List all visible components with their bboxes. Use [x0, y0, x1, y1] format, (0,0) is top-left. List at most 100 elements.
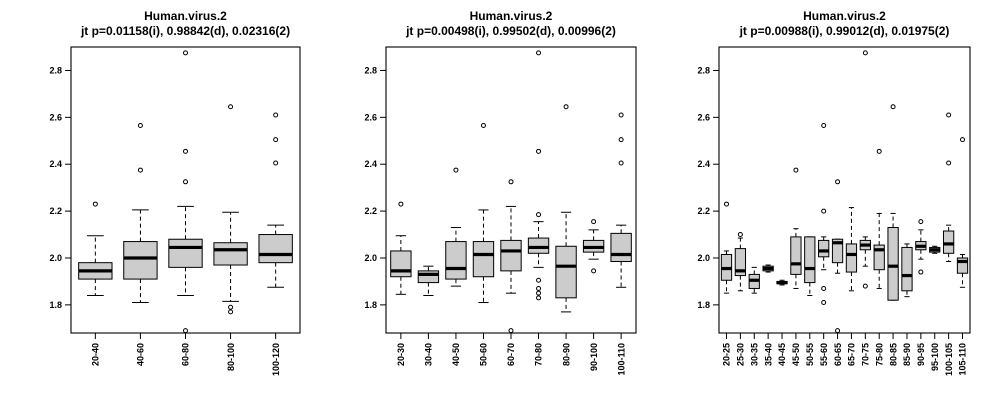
outlier-point: [137, 167, 143, 173]
outlier-point: [723, 201, 729, 207]
panel-3: Human.virus.2jt p=0.00988(i), 0.99012(d)…: [697, 9, 971, 376]
y-tick-label: 2.0: [697, 253, 710, 263]
outlier-point: [228, 104, 234, 110]
box-25-30: [734, 232, 747, 292]
box-rect: [734, 248, 747, 277]
outlier-point: [228, 304, 234, 310]
y-tick-label: 2.8: [364, 65, 377, 75]
box-rect: [472, 241, 495, 278]
box-rect: [887, 227, 899, 301]
outlier-point: [228, 309, 234, 315]
outlier-point: [876, 148, 882, 154]
outlier-point: [508, 179, 514, 185]
outlier-point: [536, 148, 542, 154]
outlier-point: [183, 328, 188, 334]
outlier-point: [835, 328, 841, 334]
y-tick-label: 2.4: [697, 159, 710, 169]
outlier-point: [946, 112, 952, 118]
x-tick-label: 100-105: [944, 343, 954, 376]
box-90-100: [582, 219, 605, 274]
outlier-point: [536, 212, 542, 218]
outlier-point: [536, 290, 542, 296]
x-tick-label: 45-50: [791, 343, 801, 366]
outlier-point: [918, 219, 924, 225]
box-70-75: [859, 50, 871, 289]
box-80-85: [887, 104, 899, 301]
box-rect: [258, 234, 293, 264]
box-rect: [873, 244, 885, 271]
outlier-point: [453, 167, 459, 173]
box-rect: [942, 230, 955, 254]
box-rect: [390, 250, 412, 278]
box-rect: [555, 245, 577, 299]
x-tick-label: 90-100: [589, 343, 599, 371]
outlier-point: [918, 269, 924, 275]
box-100-120: [258, 112, 293, 288]
y-tick-label: 2.6: [49, 112, 62, 122]
x-tick-label: 40-45: [777, 343, 787, 366]
outlier-point: [821, 208, 827, 214]
x-tick-label: 20-40: [91, 343, 101, 366]
y-tick-label: 1.8: [49, 300, 62, 310]
x-tick-label: 35-40: [763, 343, 773, 366]
box-80-100: [213, 104, 248, 315]
box-rect: [417, 270, 440, 284]
box-rect: [123, 241, 158, 280]
box-40-50: [445, 167, 467, 287]
outlier-point: [480, 123, 486, 129]
outlier-point: [591, 268, 597, 274]
box-45-50: [790, 167, 802, 289]
box-60-65: [831, 179, 844, 334]
y-tick-label: 1.8: [364, 300, 377, 310]
box-rect: [610, 232, 632, 262]
outlier-point: [618, 112, 624, 118]
y-tick-label: 2.4: [49, 159, 62, 169]
plot-frame: [718, 46, 971, 334]
x-tick-label: 60-70: [506, 343, 516, 366]
box-rect: [527, 237, 550, 254]
x-tick-label: 100-120: [271, 343, 281, 376]
y-tick-label: 2.6: [697, 112, 710, 122]
box-30-40: [417, 265, 440, 296]
x-tick-label: 70-75: [861, 343, 871, 366]
box-105-110: [956, 137, 969, 288]
y-tick-label: 2.8: [49, 65, 62, 75]
box-60-70: [500, 179, 522, 334]
box-rect: [845, 243, 858, 273]
outlier-point: [618, 160, 624, 166]
y-tick-label: 2.8: [697, 65, 710, 75]
outlier-point: [793, 167, 799, 173]
box-40-45: [776, 279, 788, 286]
box-20-40: [78, 201, 113, 296]
box-20-30: [390, 201, 412, 295]
plot-frame: [385, 46, 637, 334]
box-70-80: [527, 50, 550, 301]
box-75-80: [873, 148, 885, 289]
x-tick-label: 80-85: [888, 343, 898, 366]
box-rect: [213, 242, 248, 266]
box-20-25: [720, 201, 733, 294]
outlier-point: [862, 283, 868, 289]
outlier-point: [821, 300, 827, 306]
box-rect: [500, 239, 522, 272]
panel-2: Human.virus.2jt p=0.00498(i), 0.99502(d)…: [364, 9, 637, 376]
box-50-60: [472, 123, 495, 304]
x-tick-label: 20-25: [722, 343, 732, 366]
y-tick-label: 2.2: [49, 206, 62, 216]
outlier-point: [273, 112, 279, 118]
chart-subtitle: jt p=0.00498(i), 0.99502(d), 0.00996(2): [405, 24, 616, 38]
panel-1: Human.virus.2jt p=0.01158(i), 0.98842(d)…: [49, 9, 301, 376]
x-tick-label: 20-30: [396, 343, 406, 366]
outlier-point: [821, 285, 827, 291]
x-tick-label: 90-95: [916, 343, 926, 366]
x-tick-label: 65-70: [847, 343, 857, 366]
box-85-90: [901, 243, 913, 298]
box-100-110: [610, 112, 632, 288]
y-tick-label: 2.4: [364, 159, 377, 169]
x-tick-label: 40-60: [136, 343, 146, 366]
outlier-point: [398, 201, 404, 207]
outlier-point: [273, 160, 279, 166]
box-50-55: [804, 236, 816, 296]
x-tick-label: 50-60: [479, 343, 489, 366]
outlier-point: [273, 137, 279, 143]
